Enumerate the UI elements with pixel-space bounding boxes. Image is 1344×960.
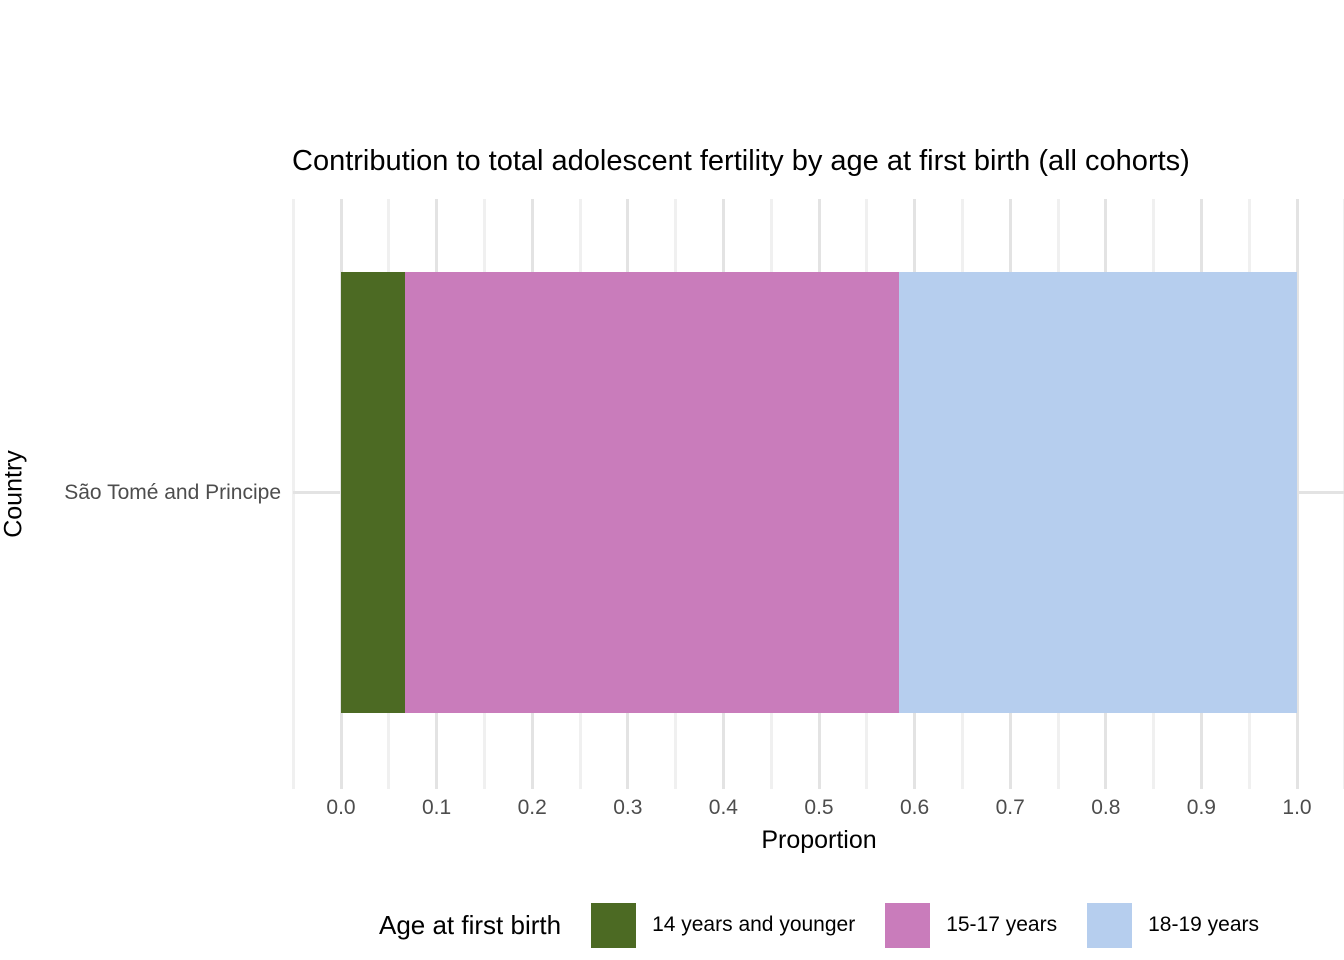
legend-key-swatch (885, 902, 931, 948)
bar-segment-2 (405, 272, 900, 713)
x-tick-label: 0.6 (899, 796, 930, 819)
legend-key-swatch (591, 902, 637, 948)
x-tick-label: 0.7 (995, 796, 1025, 819)
chart-title: Contribution to total adolescent fertili… (292, 145, 1190, 177)
legend-title: Age at first birth (378, 909, 562, 940)
x-axis-title: Proportion (761, 826, 877, 854)
legend-item-3: 18-19 years (1087, 902, 1260, 948)
bar-segment-1 (341, 272, 406, 713)
x-tick-label: 0.0 (326, 796, 356, 819)
plot-panel (291, 199, 1344, 789)
x-tick-label: 0.4 (708, 796, 738, 819)
legend-item-1: 14 years and younger (591, 902, 856, 948)
stacked-bar (341, 272, 1297, 713)
x-axis-ticks: 0.0 0.1 0.2 0.3 0.4 0.5 0.6 0.7 0.8 0.9 1.0 (0, 795, 1344, 821)
bar-segment-3 (899, 272, 1297, 713)
legend-label: 15-17 years (946, 913, 1058, 936)
gridline-x-minor (291, 199, 295, 789)
x-tick-label: 0.9 (1186, 796, 1216, 819)
legend: Age at first birth 14 years and younger 1… (293, 897, 1344, 953)
legend-item-2: 15-17 years (885, 902, 1058, 948)
x-tick-label: 1.0 (1282, 796, 1312, 819)
legend-key-swatch (1087, 902, 1133, 948)
legend-items: 14 years and younger 15-17 years 18-19 yea… (591, 902, 1260, 948)
x-tick-label: 0.1 (421, 796, 452, 819)
legend-label: 18-19 years (1148, 913, 1260, 936)
y-tick-label: São Tomé and Principe (64, 481, 281, 504)
x-tick-label: 0.3 (613, 796, 643, 819)
legend-label: 14 years and younger (652, 913, 856, 936)
x-tick-label: 0.8 (1091, 796, 1121, 819)
x-tick-label: 0.5 (804, 796, 834, 819)
x-tick-label: 0.2 (517, 796, 547, 819)
gridline-x-major (1295, 199, 1299, 789)
